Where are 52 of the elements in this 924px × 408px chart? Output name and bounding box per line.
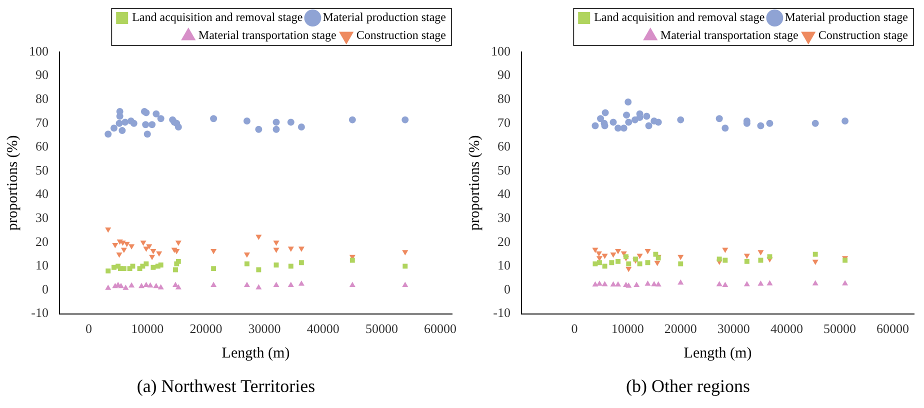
y-tick-label: 100	[491, 43, 510, 58]
legend-label: Material production stage	[322, 10, 446, 24]
x-tick-label: 40000	[306, 321, 340, 336]
x-tick-label: 0	[86, 321, 92, 336]
y-tick-label: 60	[498, 138, 510, 154]
y-tick-label: 0	[504, 281, 510, 296]
y-tick-label: 60	[36, 138, 48, 154]
legend-label: Material transportation stage	[660, 28, 798, 42]
y-tick-label: 20	[498, 234, 510, 249]
legend-label: Material transportation stage	[198, 28, 336, 42]
y-axis-title: proportions (%)	[4, 135, 21, 231]
text: (a) Northwest Territories	[136, 376, 316, 396]
y-tick-label: 0	[42, 281, 48, 296]
legend-label: Material production stage	[784, 10, 908, 24]
y-tick-label: 30	[498, 210, 510, 226]
x-tick-label: 0	[571, 321, 578, 336]
x-tick-label: 20000	[190, 321, 222, 336]
y-axis-title: proportions (%)	[466, 135, 483, 231]
y-tick-label: 90	[498, 67, 510, 82]
y-tick-label: 80	[36, 91, 48, 106]
x-tick-label: 60000	[424, 321, 457, 336]
x-tick-label: 50000	[365, 321, 398, 336]
x-tick-label: 50000	[823, 321, 856, 336]
y-tick-label: 10	[498, 258, 510, 273]
y-tick-label: 50	[498, 162, 510, 178]
legend-label: Construction stage	[356, 28, 446, 42]
y-tick-label: 100	[29, 43, 48, 58]
y-tick-label: 30	[36, 210, 48, 226]
x-tick-label: 30000	[248, 321, 281, 336]
y-tick-label: 70	[36, 114, 48, 130]
y-tick-label: -10	[31, 305, 48, 320]
legend-label: Construction stage	[818, 28, 908, 42]
x-tick-label: 40000	[770, 321, 803, 336]
x-tick-label: 30000	[717, 321, 750, 336]
y-tick-label: 10	[36, 258, 48, 273]
x-tick-label: 60000	[876, 321, 910, 336]
y-tick-label: 40	[498, 186, 510, 202]
x-axis-title: Length (m)	[684, 345, 752, 362]
y-tick-label: 40	[36, 186, 48, 202]
y-tick-label: 80	[498, 91, 510, 106]
y-tick-label: 90	[36, 67, 48, 82]
x-axis-title: Length (m)	[222, 345, 290, 362]
x-tick-label: 20000	[664, 321, 697, 336]
y-tick-label: 70	[498, 114, 510, 130]
legend-label: Land acquisition and removal stage	[132, 10, 303, 24]
x-tick-label: 10000	[611, 321, 644, 336]
y-tick-label: -10	[493, 305, 510, 320]
legend-label: Land acquisition and removal stage	[594, 10, 765, 24]
text: (b) Other regions	[626, 376, 750, 396]
y-tick-label: 20	[36, 234, 48, 249]
y-tick-label: 50	[36, 162, 48, 178]
x-tick-label: 10000	[131, 321, 164, 336]
